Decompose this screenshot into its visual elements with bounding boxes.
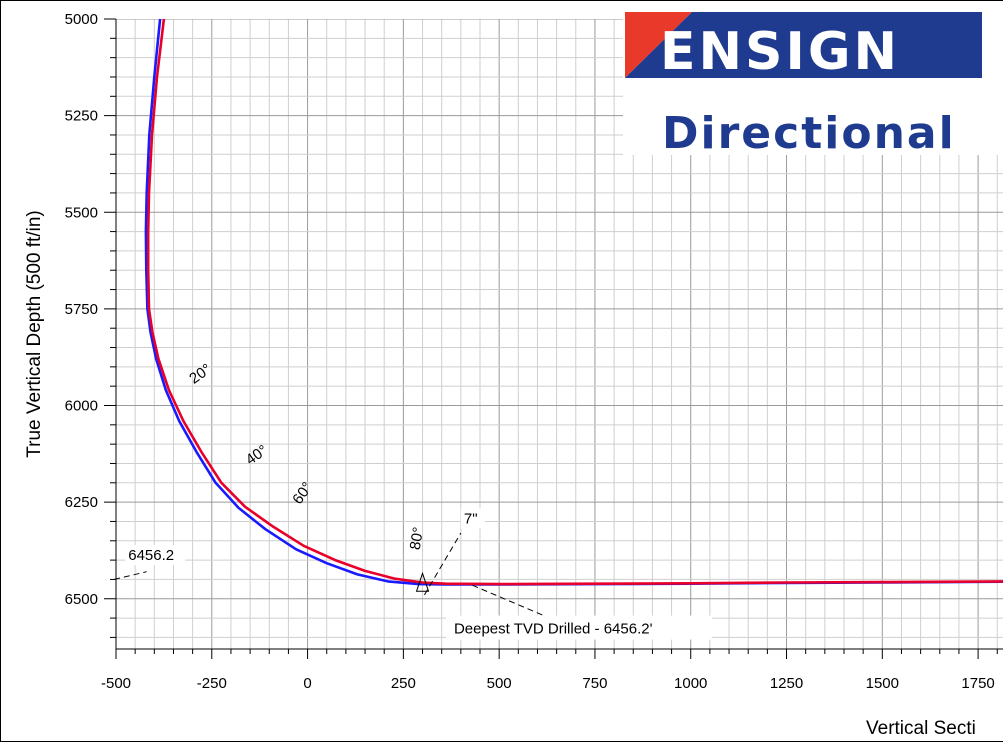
logo-blue-band xyxy=(625,12,982,78)
annotation-label: 7" xyxy=(464,510,478,527)
x-tick-label: -500 xyxy=(101,675,131,692)
y-axis-label: True Vertical Depth (500 ft/in) xyxy=(24,210,45,457)
grid xyxy=(116,19,1003,649)
y-tick-label: 5000 xyxy=(65,11,98,28)
series-layer xyxy=(144,19,1003,586)
x-tick-label: 500 xyxy=(487,675,512,692)
annotation-label: 60° xyxy=(289,479,316,507)
x-tick-label: 1750 xyxy=(961,675,994,692)
annotation-background xyxy=(460,508,485,529)
leader-line-deepest-tvd xyxy=(472,584,546,617)
y-tick-label: 6250 xyxy=(65,494,98,511)
leader-line-7in xyxy=(424,532,462,596)
deepest-tvd-callout: Deepest TVD Drilled - 6456.2' xyxy=(454,621,653,638)
y-tick-label: 5750 xyxy=(65,301,98,318)
axes: 5000 5250 5500 5750 6000 6250 6500 -500 -250 0 250… xyxy=(65,11,1003,692)
annotation-label: 6456.2 xyxy=(128,547,174,564)
deepest-tvd-callout-box xyxy=(445,615,712,640)
x-tick-label: 0 xyxy=(303,675,311,692)
y-tick-label: 5250 xyxy=(65,108,98,125)
annotation-background xyxy=(125,545,186,566)
ensign-directional-logo: ENSIGN Directional xyxy=(623,9,1003,159)
y-tick-label: 6000 xyxy=(65,398,98,415)
x-tick-label: 1500 xyxy=(866,675,899,692)
x-tick-label: 1250 xyxy=(770,675,803,692)
y-tick-label: 5500 xyxy=(65,204,98,221)
logo-top-text: ENSIGN xyxy=(660,22,900,82)
annotation-label: 40° xyxy=(243,442,271,469)
well-path-series-2 xyxy=(146,19,1003,586)
y-tick-label: 6500 xyxy=(65,591,98,608)
x-tick-label: 750 xyxy=(582,675,607,692)
casing-marker-icon xyxy=(415,571,430,592)
x-tick-label: -250 xyxy=(197,675,227,692)
x-tick-label: 250 xyxy=(391,675,416,692)
x-tick-label: 1000 xyxy=(674,675,707,692)
logo-bottom-text: Directional xyxy=(662,108,956,159)
annotation-label: 80° xyxy=(407,526,428,551)
x-axis-label: Vertical Secti xyxy=(866,718,976,739)
annotation-label: 20° xyxy=(186,361,214,388)
annotations: 20° 40° 60° 80° 7" 6456.2 Deepest TVD Drilled … xyxy=(113,361,712,640)
leader-line-6456 xyxy=(113,571,147,580)
